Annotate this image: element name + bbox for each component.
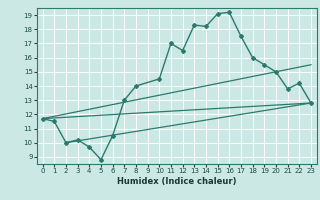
X-axis label: Humidex (Indice chaleur): Humidex (Indice chaleur) bbox=[117, 177, 236, 186]
